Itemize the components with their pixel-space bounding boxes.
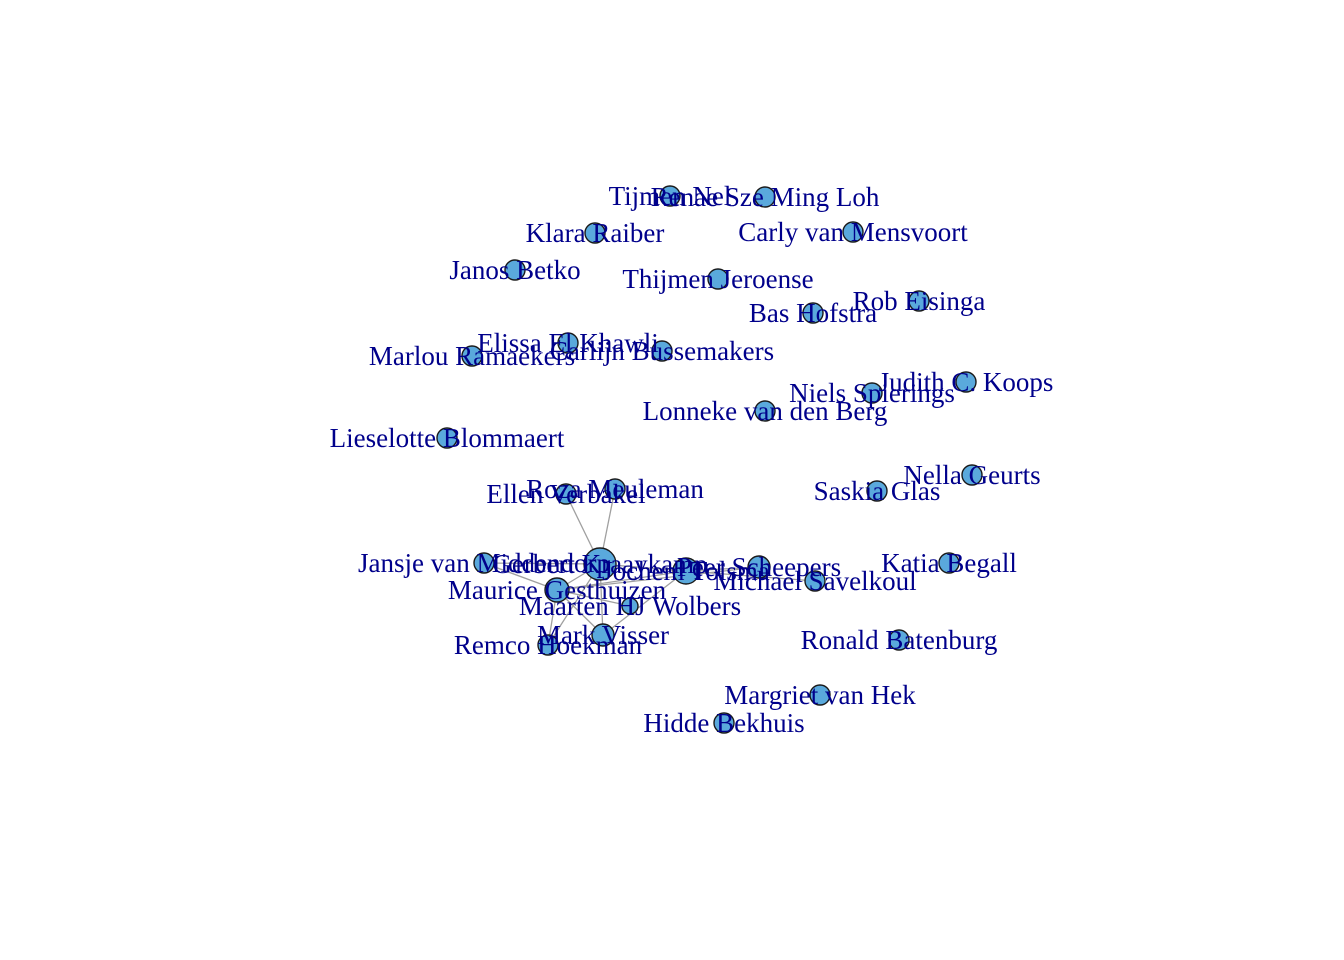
node-n29 — [537, 634, 559, 656]
node-n25 — [804, 570, 826, 592]
node-n30 — [888, 629, 910, 651]
node-layer — [436, 185, 983, 734]
node-n6 — [707, 268, 729, 290]
node-label-n10: Marlou Ramaekers — [369, 341, 575, 371]
node-n14 — [754, 400, 776, 422]
node-label-n14: Lonneke van den Berg — [643, 396, 888, 426]
node-n27 — [621, 597, 639, 615]
node-n9 — [557, 332, 579, 354]
node-label-n9: Elissa El Khawli — [477, 328, 658, 358]
node-label-n8: Bas Hofstra — [749, 298, 877, 328]
node-label-n1: Tijmen Nel — [609, 181, 732, 211]
node-label-n16: Nella Geurts — [903, 460, 1040, 490]
node-label-n4: Carly van Mensvoort — [738, 217, 968, 247]
edge-n25-n22 — [685, 570, 816, 582]
edge-n22-n28 — [602, 570, 687, 636]
node-label-n29: Remco Hoekman — [454, 630, 643, 660]
node-n26 — [544, 577, 570, 603]
node-label-n18: Ellen Verbakel — [486, 479, 645, 509]
node-n21 — [583, 547, 617, 581]
node-n4 — [842, 221, 864, 243]
node-label-n27: Maarten HJ Wolbers — [519, 591, 741, 621]
node-label-n2: Renae Sze Ming Loh — [651, 182, 880, 212]
node-label-n21: Gerbert Kraaykamp — [492, 549, 707, 579]
node-n22 — [672, 557, 700, 585]
node-n8 — [802, 302, 824, 324]
node-n18 — [555, 483, 577, 505]
node-label-n3: Klara Raiber — [526, 218, 665, 248]
node-n3 — [584, 222, 606, 244]
node-n11 — [651, 340, 673, 362]
node-n31 — [809, 684, 831, 706]
node-n2 — [754, 186, 776, 208]
node-n19 — [866, 480, 888, 502]
node-n24 — [938, 552, 960, 574]
node-label-n13: Niels Spierings — [789, 378, 955, 408]
node-n17 — [604, 478, 626, 500]
node-label-n7: Rob Eisinga — [853, 286, 986, 316]
node-n12 — [955, 371, 977, 393]
node-label-n15: Lieselotte Blommaert — [330, 423, 565, 453]
node-n13 — [861, 382, 883, 404]
edge-n20-n21 — [483, 562, 601, 565]
node-n15 — [436, 427, 458, 449]
node-label-n30: Ronald Batenburg — [801, 625, 998, 655]
node-label-n22: Jochem Tolsma — [602, 556, 770, 586]
node-n32 — [713, 712, 735, 734]
node-label-n17: Roza Meuleman — [526, 474, 704, 504]
node-label-n11: Carlijn Bussemakers — [550, 336, 774, 366]
node-label-n20: Jansje van Middendorp — [358, 548, 610, 578]
node-n16 — [961, 464, 983, 486]
node-label-n6: Thijmen Jeroense — [622, 264, 813, 294]
node-label-n31: Margriet van Hek — [724, 680, 916, 710]
node-label-n19: Saskia Glas — [814, 476, 941, 506]
edge-n22-n26 — [556, 570, 687, 591]
node-label-n28: Mark Visser — [537, 620, 669, 650]
node-n1 — [659, 185, 681, 207]
node-label-n26: Maurice Gesthuizen — [448, 575, 667, 605]
edge-n23-n26 — [556, 566, 760, 591]
node-n7 — [908, 290, 930, 312]
node-label-n25: Michael Savelkoul — [713, 566, 916, 596]
node-label-n24: Katia Begall — [881, 548, 1017, 578]
node-label-n32: Hidde Bekhuis — [643, 708, 804, 738]
node-n20 — [473, 552, 495, 574]
node-label-n12: Judith C. Koops — [879, 367, 1054, 397]
node-n28 — [591, 623, 615, 647]
node-n5 — [504, 259, 526, 281]
node-n10 — [461, 345, 483, 367]
node-n23 — [747, 555, 771, 579]
node-label-n5: Janos Betko — [449, 255, 580, 285]
node-label-n23: Peer Scheepers — [677, 552, 841, 582]
edge-n20-n26 — [483, 562, 558, 591]
